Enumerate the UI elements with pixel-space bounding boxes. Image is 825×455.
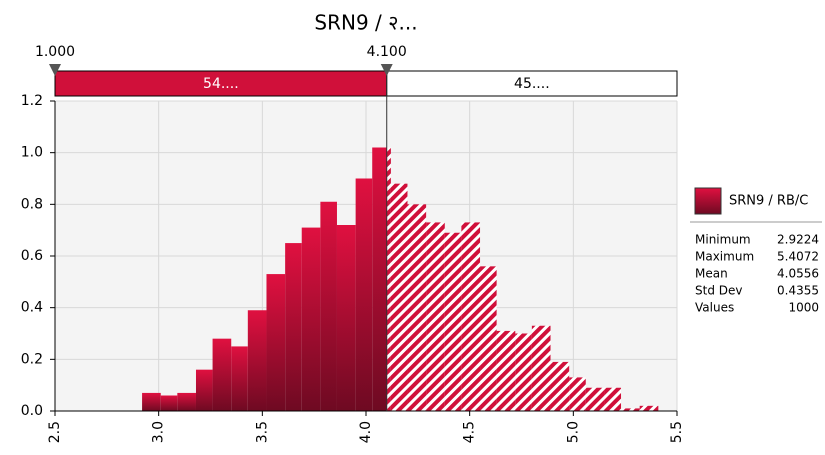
region-label: 54.... [203, 76, 239, 92]
bar [285, 243, 302, 411]
region-label: 45.... [514, 76, 550, 92]
chart-title: SRN9 / २... [314, 11, 417, 35]
y-tick-label: 1.0 [21, 145, 43, 161]
y-tick-label: 0.0 [21, 403, 43, 419]
delimiter-label: 1.000 [35, 44, 75, 60]
bar-hatched [390, 183, 408, 411]
bar-hatched [569, 377, 586, 411]
bar [177, 392, 196, 411]
bar [231, 346, 248, 411]
bar-hatched [480, 266, 497, 411]
stat-label: Std Dev [695, 284, 742, 298]
stat-value: 0.4355 [777, 284, 819, 298]
bar-hatched [550, 361, 570, 411]
bar [320, 201, 337, 411]
bar [355, 178, 373, 411]
stat-label: Mean [695, 267, 728, 281]
x-tick-label: 5.0 [565, 421, 581, 443]
bar [266, 274, 286, 411]
legend-swatch [694, 187, 722, 215]
bar-hatched [496, 330, 516, 411]
bar [336, 225, 356, 411]
x-tick-label: 2.5 [47, 421, 63, 443]
y-tick-label: 0.4 [21, 300, 43, 316]
bar [195, 369, 213, 411]
y-tick-label: 0.8 [21, 196, 43, 212]
bar-hatched [585, 387, 605, 411]
y-tick-label: 0.6 [21, 248, 43, 264]
bar-hatched [444, 232, 462, 411]
bar-hatched [531, 325, 551, 411]
bar-hatched [461, 222, 481, 411]
legend-label: SRN9 / RB/C [729, 194, 808, 209]
bar-hatched [604, 387, 622, 411]
x-tick-label: 4.5 [462, 421, 478, 443]
bar-hatched [426, 222, 445, 411]
bar-hatched [386, 147, 391, 411]
stat-value: 5.4072 [777, 250, 819, 264]
bar [160, 395, 178, 411]
delimiter-marker [380, 64, 393, 76]
bar-hatched [639, 405, 659, 411]
bar [212, 338, 232, 411]
stat-value: 2.9224 [777, 233, 819, 247]
region-left [54, 70, 388, 97]
x-tick-label: 3.0 [151, 421, 167, 443]
bar-hatched [621, 408, 640, 411]
bar [301, 227, 321, 411]
y-tick-label: 1.2 [21, 93, 43, 109]
stat-label: Values [695, 301, 734, 315]
x-tick-label: 5.5 [669, 421, 685, 443]
bar [247, 310, 267, 411]
stat-label: Minimum [695, 233, 751, 247]
delimiter-label: 4.100 [367, 44, 407, 60]
stat-value: 1000 [788, 301, 819, 315]
stat-value: 4.0556 [777, 267, 819, 281]
x-tick-label: 3.5 [254, 421, 270, 443]
delimiter-marker [49, 64, 61, 76]
x-tick-label: 4.0 [358, 421, 374, 443]
bar [142, 392, 161, 411]
stat-label: Maximum [695, 250, 754, 264]
y-tick-label: 0.2 [21, 351, 43, 367]
bar-hatched [407, 204, 427, 411]
bar [372, 147, 387, 411]
bar-hatched [515, 333, 532, 411]
